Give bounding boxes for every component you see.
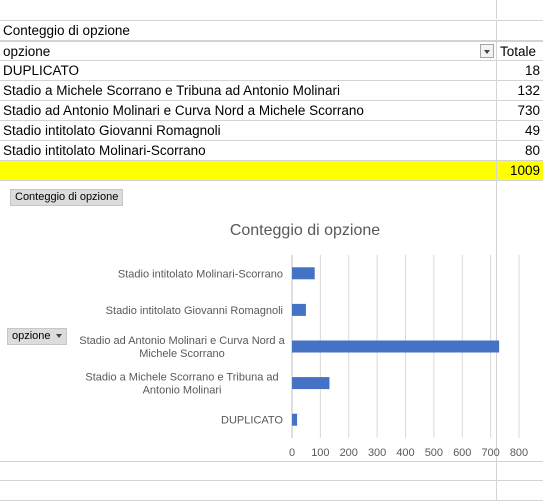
x-tick-label: 500 bbox=[425, 447, 443, 459]
table-row: Stadio ad Antonio Molinari e Curva Nord … bbox=[0, 101, 543, 121]
table-row: Stadio intitolato Giovanni Romagnoli 49 bbox=[0, 121, 543, 141]
row-value[interactable]: 80 bbox=[496, 141, 543, 160]
category-label: Stadio intitolato Molinari-Scorrano bbox=[118, 268, 283, 280]
row-label[interactable]: Stadio ad Antonio Molinari e Curva Nord … bbox=[3, 103, 364, 118]
category-label: Stadio intitolato Giovanni Romagnoli bbox=[106, 305, 283, 317]
table-row: DUPLICATO 18 bbox=[0, 61, 543, 81]
x-tick-label: 400 bbox=[396, 447, 414, 459]
row-value[interactable]: 49 bbox=[496, 121, 543, 140]
row-label-header[interactable]: opzione bbox=[0, 41, 496, 60]
bar[interactable] bbox=[292, 377, 330, 390]
x-tick-label: 100 bbox=[311, 447, 329, 459]
bar-chart[interactable]: Conteggio di opzione 0 100 200 300 400 500 600… bbox=[0, 205, 543, 465]
empty-cell[interactable] bbox=[0, 0, 496, 19]
axis-field-button[interactable]: opzione bbox=[7, 328, 67, 345]
plot-area: 0 100 200 300 400 500 600 700 800 Stadio intitola… bbox=[79, 255, 528, 459]
category-label: Michele Scorrano bbox=[139, 348, 225, 360]
row-label-header-text: opzione bbox=[3, 44, 51, 59]
pivot-header-row: opzione Totale bbox=[0, 41, 543, 61]
pivot-title-row: Conteggio di opzione bbox=[0, 21, 543, 41]
category-label: Stadio a Michele Scorrano e Tribuna ad bbox=[85, 372, 278, 384]
grand-total-value[interactable]: 1009 bbox=[496, 161, 543, 180]
total-header[interactable]: Totale bbox=[496, 41, 543, 60]
table-row: Stadio a Michele Scorrano e Tribuna ad A… bbox=[0, 81, 543, 101]
value-field-button-label: Conteggio di opzione bbox=[15, 191, 119, 203]
empty-row bbox=[0, 481, 543, 501]
row-label[interactable]: Stadio intitolato Giovanni Romagnoli bbox=[3, 123, 221, 138]
empty-row bbox=[0, 461, 543, 481]
bar[interactable] bbox=[292, 303, 306, 316]
empty-cell[interactable] bbox=[496, 21, 543, 40]
empty-row bbox=[0, 0, 543, 21]
value-field-button[interactable]: Conteggio di opzione bbox=[10, 189, 124, 206]
x-tick-label: 300 bbox=[368, 447, 386, 459]
category-label: Stadio ad Antonio Molinari e Curva Nord … bbox=[79, 335, 285, 347]
pivot-title[interactable]: Conteggio di opzione bbox=[3, 23, 130, 38]
row-label[interactable]: DUPLICATO bbox=[3, 63, 80, 78]
category-label: DUPLICATO bbox=[221, 415, 283, 427]
category-label: Antonio Molinari bbox=[143, 385, 222, 397]
empty-cell[interactable] bbox=[496, 0, 543, 19]
row-value[interactable]: 18 bbox=[496, 61, 543, 80]
chevron-down-icon[interactable] bbox=[55, 334, 62, 339]
x-tick-label: 600 bbox=[453, 447, 471, 459]
row-value[interactable]: 730 bbox=[496, 101, 543, 120]
chart-title: Conteggio di opzione bbox=[230, 222, 380, 239]
row-value[interactable]: 132 bbox=[496, 81, 543, 100]
bar[interactable] bbox=[292, 340, 500, 353]
grand-total-row: 1009 bbox=[0, 161, 543, 181]
x-tick-label: 700 bbox=[481, 447, 499, 459]
x-tick-label: 0 bbox=[289, 447, 295, 459]
bar[interactable] bbox=[292, 267, 315, 280]
row-label[interactable]: Stadio intitolato Molinari-Scorrano bbox=[3, 143, 206, 158]
grand-total-label-cell[interactable] bbox=[0, 161, 496, 180]
axis-field-button-label: opzione bbox=[12, 330, 51, 342]
filter-dropdown-icon[interactable] bbox=[480, 44, 494, 58]
row-label[interactable]: Stadio a Michele Scorrano e Tribuna ad A… bbox=[3, 83, 340, 98]
table-row: Stadio intitolato Molinari-Scorrano 80 bbox=[0, 141, 543, 161]
bar[interactable] bbox=[292, 413, 298, 426]
x-tick-label: 200 bbox=[340, 447, 358, 459]
x-tick-label: 800 bbox=[510, 447, 528, 459]
